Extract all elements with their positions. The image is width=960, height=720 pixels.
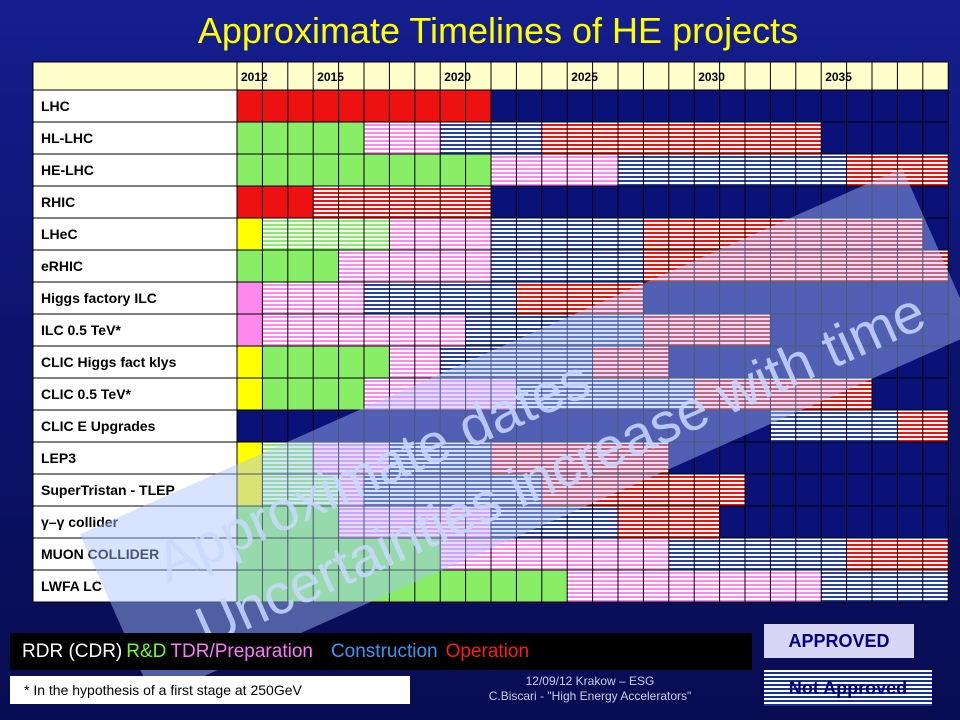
timeline-segment: [643, 218, 923, 250]
timeline-segment: [237, 186, 314, 218]
year-label: 2012: [241, 70, 268, 84]
row-label: LEP3: [41, 450, 76, 466]
timeline-segment: [313, 186, 491, 218]
timeline-segment: [821, 570, 949, 602]
row-label: LWFA LC: [41, 578, 102, 594]
legend-rd: R&D: [126, 640, 167, 662]
row-label: γ–γ collider: [41, 514, 119, 530]
timeline-segment: [440, 538, 669, 570]
row-label: CLIC Higgs fact klys: [41, 354, 177, 370]
legend-rdr: RDR (CDR): [22, 640, 123, 662]
timeline-segment: [237, 570, 568, 602]
year-label: 2020: [444, 70, 471, 84]
year-label: 2025: [571, 70, 598, 84]
row-label: Higgs factory ILC: [41, 290, 157, 306]
legend-operation: Operation: [445, 640, 530, 662]
timeline-segment: [262, 346, 390, 378]
timeline-segment: [491, 154, 618, 186]
timeline-segment: [237, 442, 263, 474]
footer-line-1: 12/09/12 Krakow – ESG: [525, 674, 655, 688]
timeline-segment: [516, 378, 695, 410]
timeline-segment: [237, 314, 263, 346]
row-label: HL-LHC: [41, 130, 93, 146]
timeline-segment: [694, 378, 872, 410]
approved-badge: APPROVED: [764, 624, 914, 658]
year-label: 2015: [317, 70, 344, 84]
timeline-segment: [618, 154, 847, 186]
row-label: eRHIC: [41, 258, 83, 274]
timeline-segment: [541, 122, 822, 154]
year-label: 2035: [825, 70, 852, 84]
page-title: Approximate Timelines of HE projects: [197, 10, 799, 51]
row-label: MUON COLLIDER: [41, 546, 159, 562]
year-label: 2030: [698, 70, 725, 84]
timeline-segment: [237, 346, 263, 378]
timeline-segment: [668, 538, 847, 570]
row-label: HE-LHC: [41, 162, 94, 178]
row-label: CLIC 0.5 TeV*: [41, 386, 132, 402]
row-label: CLIC E Upgrades: [41, 418, 156, 434]
timeline-segment: [237, 218, 263, 250]
timeline-segment: [237, 282, 263, 314]
timeline-segment: [592, 346, 669, 378]
footer: 12/09/12 Krakow – ESG C.Biscari - "High …: [420, 674, 760, 704]
timeline-segment: [516, 282, 644, 314]
not-approved-badge: Not Approved: [764, 670, 932, 706]
timeline-segment: [237, 122, 364, 154]
phase-legend: RDR (CDR) R&D TDR/Preparation Constructi…: [10, 633, 752, 670]
footnote: * In the hypothesis of a first stage at …: [10, 676, 410, 704]
timeline-segment: [338, 474, 364, 506]
legend-construction: Construction: [330, 640, 438, 662]
timeline-segment: [465, 314, 644, 346]
timeline-segment: [364, 122, 441, 154]
row-label: LHC: [41, 98, 70, 114]
timeline-segment: [262, 218, 390, 250]
timeline-segment: [491, 442, 669, 474]
row-label: SuperTristan - TLEP: [41, 482, 175, 498]
timeline-segment: [313, 442, 390, 474]
row-label: RHIC: [41, 194, 75, 210]
timeline-segment: [643, 314, 771, 346]
timeline-segment: [237, 378, 263, 410]
timeline-segment: [491, 506, 618, 538]
timeline-segment: [770, 410, 898, 442]
row-label: ILC 0.5 TeV*: [41, 322, 121, 338]
row-label: LHeC: [41, 226, 78, 242]
timeline-segment: [237, 474, 263, 506]
timeline-segment: [364, 474, 542, 506]
footer-line-2: C.Biscari - "High Energy Accelerators": [488, 689, 692, 703]
legend-tdr: TDR/Preparation: [170, 640, 313, 662]
timeline-segment: [262, 474, 339, 506]
